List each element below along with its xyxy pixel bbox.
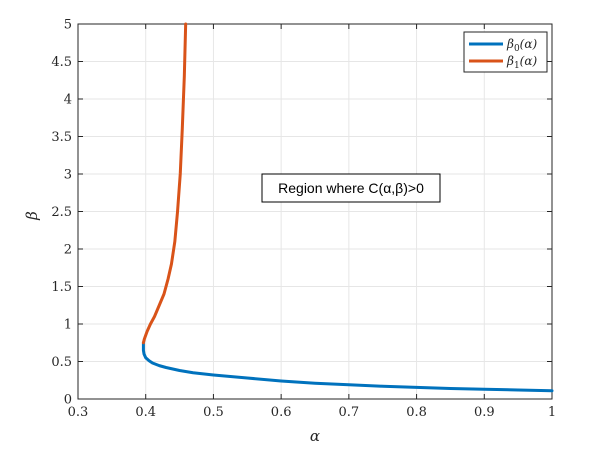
series-line-1	[141, 22, 188, 345]
legend-label-sub: 0	[514, 44, 520, 54]
y-tick-label: 4.5	[51, 55, 72, 70]
x-tick-label: 0.8	[406, 405, 427, 420]
y-tick-label: 0	[64, 393, 72, 408]
legend-label-tail: (α)	[520, 37, 538, 51]
x-axis-label: α	[310, 427, 320, 445]
x-tick-label: 0.4	[135, 405, 156, 420]
annotation-frame	[261, 173, 441, 203]
y-tick-label: 3	[64, 168, 72, 183]
y-tick-label: 3.5	[51, 130, 72, 145]
y-tick-label: 4	[64, 93, 72, 108]
grid	[77, 23, 553, 400]
legend-box	[463, 31, 548, 73]
x-tick-label: 0.5	[203, 405, 224, 420]
annotation-box: Region where C(α,β)>0	[261, 173, 441, 203]
x-tick-label: 0.3	[68, 405, 89, 420]
y-tick-label: 1.5	[51, 280, 72, 295]
x-tick-label: 0.9	[474, 405, 495, 420]
annotation-text: Region where C(α,β)>0	[278, 180, 424, 196]
legend: β0(α)β1(α)	[463, 31, 548, 73]
legend-label-1: β1(α)	[506, 54, 537, 71]
x-tick-label: 0.7	[339, 405, 360, 420]
x-tick-label: 1	[548, 405, 556, 420]
legend-label-0: β0(α)	[506, 37, 537, 54]
series-line-0	[141, 341, 554, 393]
legend-label-sub: 1	[514, 61, 520, 71]
series-layer	[141, 22, 554, 393]
y-tick-label: 5	[64, 18, 72, 33]
y-tick-label: 0.5	[51, 355, 72, 370]
y-tick-label: 1	[64, 318, 72, 333]
ticks: 0.3 0.4 0.5 0.6 0.7 0.8 0.9 1 0 0.5 1 1.5 2 2.5 3 3.5 4 4…	[51, 18, 556, 421]
legend-label-base: β	[506, 54, 514, 68]
y-tick-label: 2.5	[51, 205, 72, 220]
legend-label-tail: (α)	[520, 54, 538, 68]
legend-label-base: β	[506, 37, 514, 51]
x-tick-label: 0.6	[271, 405, 292, 420]
y-tick-label: 2	[64, 243, 72, 258]
y-axis-label: β	[23, 211, 41, 221]
